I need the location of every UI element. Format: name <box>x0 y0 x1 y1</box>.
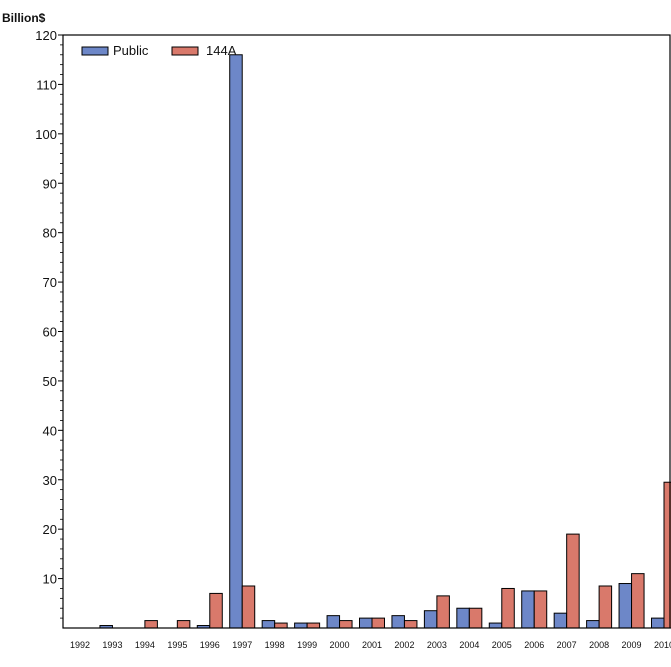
x-axis-tick-labels: 1992 1993 1994 1995 1996 1997 1998 1999 2000 2001… <box>70 640 671 650</box>
legend-swatch-public <box>81 46 109 56</box>
x-tick-label: 1994 <box>135 640 155 650</box>
x-tick-label: 2005 <box>492 640 512 650</box>
y-tick-label: 30 <box>43 473 57 488</box>
y-tick-label: 10 <box>43 572 57 587</box>
bar-public-1997 <box>229 54 243 629</box>
bar-144a-2008 <box>598 585 613 629</box>
bar-144a-2005 <box>501 587 515 629</box>
bar-144a-1995 <box>176 620 191 629</box>
bar-public-2008 <box>586 620 600 629</box>
x-tick-label: 1999 <box>297 640 317 650</box>
y-tick-label: 60 <box>43 325 57 340</box>
y-axis-unit-label: Billion$ <box>2 11 46 25</box>
x-tick-label: 1993 <box>102 640 122 650</box>
bar-public-1998 <box>261 620 276 629</box>
bars-group <box>99 54 671 629</box>
bar-144a-1994 <box>144 620 158 629</box>
y-tick-label: 110 <box>36 77 57 92</box>
bar-public-2004 <box>456 607 470 629</box>
bar-144a-1996 <box>209 592 223 629</box>
bar-public-2000 <box>326 615 341 629</box>
x-tick-label: 2010 <box>654 640 671 650</box>
x-tick-label: 2002 <box>394 640 414 650</box>
y-tick-label: 100 <box>35 127 57 142</box>
x-tick-label: 2001 <box>362 640 382 650</box>
x-tick-label: 1995 <box>167 640 187 650</box>
bar-144a-2002 <box>403 620 418 629</box>
bar-144a-2004 <box>468 607 483 629</box>
x-tick-label: 1992 <box>70 640 90 650</box>
y-tick-label: 40 <box>43 423 57 438</box>
bar-public-2005 <box>488 622 503 629</box>
bar-public-2010 <box>651 617 665 629</box>
x-tick-label: 2009 <box>622 640 642 650</box>
bar-public-2002 <box>391 615 405 629</box>
bar-public-2009 <box>618 583 633 629</box>
x-tick-label: 2007 <box>557 640 577 650</box>
bar-144a-2001 <box>371 617 385 629</box>
bar-public-2001 <box>359 617 373 629</box>
y-tick-label: 20 <box>43 522 57 537</box>
x-tick-label: 1997 <box>232 640 252 650</box>
x-tick-label: 2006 <box>524 640 544 650</box>
y-tick-label: 70 <box>43 275 57 290</box>
bar-public-1999 <box>294 622 308 629</box>
bar-144a-1997 <box>241 585 256 629</box>
x-tick-label: 2000 <box>330 640 350 650</box>
y-axis-ticks: 10 20 30 40 50 60 70 80 90 100 110 120 <box>35 28 63 619</box>
legend: Public 144A <box>81 43 237 58</box>
y-tick-label: 80 <box>43 226 57 241</box>
bar-144a-2009 <box>631 573 645 629</box>
x-tick-label: 2004 <box>459 640 479 650</box>
bar-public-2003 <box>423 610 438 629</box>
y-tick-label: 90 <box>43 176 57 191</box>
bar-144a-1999 <box>306 622 321 629</box>
x-tick-label: 1996 <box>200 640 220 650</box>
bar-public-2007 <box>553 612 568 629</box>
bar-144a-2007 <box>566 533 580 629</box>
x-tick-label: 2008 <box>589 640 609 650</box>
legend-label-144a: 144A <box>206 43 237 58</box>
bar-public-2006 <box>521 590 535 629</box>
bar-144a-1998 <box>274 622 288 629</box>
bar-144a-2003 <box>436 595 450 629</box>
x-tick-label: 1998 <box>265 640 285 650</box>
x-tick-label: 2003 <box>427 640 447 650</box>
y-tick-label: 120 <box>35 28 57 43</box>
bar-144a-2006 <box>533 590 548 629</box>
legend-swatch-144a <box>171 46 199 56</box>
legend-label-public: Public <box>113 43 149 58</box>
y-tick-label: 50 <box>43 374 57 389</box>
bar-144a-2000 <box>339 620 353 629</box>
plot-frame <box>62 34 671 629</box>
